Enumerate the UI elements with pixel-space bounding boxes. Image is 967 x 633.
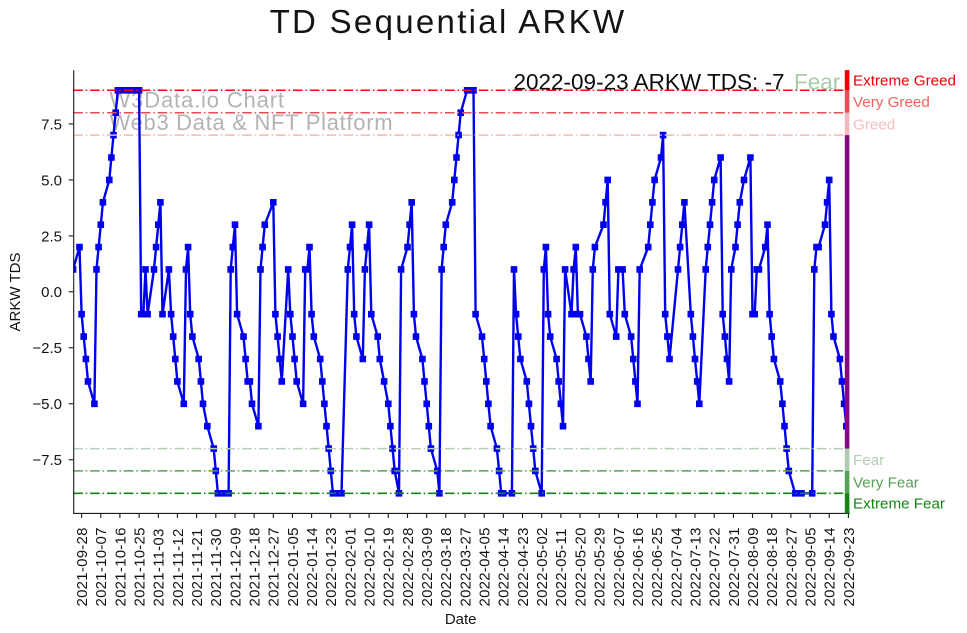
svg-text:Web3 Data & NFT Platform: Web3 Data & NFT Platform [110, 110, 394, 135]
svg-text:2021-10-07: 2021-10-07 [93, 527, 110, 606]
svg-text:2022-09-23: 2022-09-23 [841, 527, 858, 606]
svg-text:2021-12-18: 2021-12-18 [247, 527, 264, 606]
svg-text:2022-06-07: 2022-06-07 [611, 527, 628, 606]
svg-text:−5.0: −5.0 [32, 396, 62, 413]
svg-text:2022-07-31: 2022-07-31 [726, 527, 743, 606]
svg-text:2021-12-09: 2021-12-09 [227, 527, 244, 606]
svg-text:2022-04-05: 2022-04-05 [477, 527, 494, 606]
svg-text:Very Greed: Very Greed [853, 94, 930, 111]
svg-text:2022-08-18: 2022-08-18 [764, 527, 781, 606]
svg-text:2021-10-25: 2021-10-25 [132, 527, 149, 606]
svg-text:2021-10-16: 2021-10-16 [112, 527, 129, 606]
svg-text:2022-07-22: 2022-07-22 [707, 527, 724, 606]
svg-text:2022-05-11: 2022-05-11 [553, 528, 570, 606]
svg-text:2022-03-18: 2022-03-18 [438, 527, 455, 606]
svg-text:2022-06-16: 2022-06-16 [630, 527, 647, 606]
svg-text:TD Sequential ARKW: TD Sequential ARKW [270, 3, 627, 40]
svg-text:2022-01-05: 2022-01-05 [285, 527, 302, 606]
svg-text:Very Fear: Very Fear [853, 475, 919, 492]
svg-text:2022-03-09: 2022-03-09 [419, 527, 436, 606]
svg-text:2022-09-14: 2022-09-14 [822, 527, 839, 606]
svg-text:7.5: 7.5 [41, 116, 62, 133]
svg-text:2022-04-23: 2022-04-23 [515, 527, 532, 606]
svg-text:2022-02-10: 2022-02-10 [362, 527, 379, 606]
svg-text:5.0: 5.0 [41, 172, 62, 189]
svg-text:2022-02-01: 2022-02-01 [342, 527, 359, 606]
svg-text:Greed: Greed [853, 116, 895, 133]
svg-text:2022-05-20: 2022-05-20 [572, 527, 589, 606]
svg-text:2022-04-14: 2022-04-14 [496, 527, 513, 606]
svg-text:Fear: Fear [794, 70, 841, 95]
svg-text:2.5: 2.5 [41, 228, 62, 245]
svg-text:2021-09-28: 2021-09-28 [74, 527, 91, 606]
svg-text:Extreme Fear: Extreme Fear [853, 496, 945, 513]
svg-text:2022-07-04: 2022-07-04 [668, 527, 685, 606]
svg-text:2022-01-23: 2022-01-23 [323, 527, 340, 606]
svg-text:2021-12-27: 2021-12-27 [266, 527, 283, 606]
svg-text:2022-01-14: 2022-01-14 [304, 527, 321, 606]
svg-text:2022-02-28: 2022-02-28 [400, 527, 417, 606]
svg-text:2022-05-02: 2022-05-02 [534, 527, 551, 606]
svg-text:2022-06-25: 2022-06-25 [649, 527, 666, 606]
svg-text:2021-11-03: 2021-11-03 [151, 528, 168, 606]
svg-text:−7.5: −7.5 [32, 452, 62, 469]
svg-text:−2.5: −2.5 [32, 340, 62, 357]
svg-text:2021-11-21: 2021-11-21 [189, 528, 206, 606]
svg-text:ARKW TDS: ARKW TDS [7, 253, 24, 332]
svg-text:Extreme Greed: Extreme Greed [853, 73, 956, 90]
svg-text:Date: Date [445, 611, 477, 628]
svg-text:2022-07-13: 2022-07-13 [687, 527, 704, 606]
svg-text:2021-11-30: 2021-11-30 [208, 528, 225, 606]
svg-text:2022-09-23 ARKW TDS: -7: 2022-09-23 ARKW TDS: -7 [514, 70, 785, 95]
svg-text:Fear: Fear [853, 452, 884, 469]
svg-text:2022-02-19: 2022-02-19 [381, 527, 398, 606]
svg-text:2022-09-05: 2022-09-05 [803, 527, 820, 606]
svg-text:2022-08-09: 2022-08-09 [745, 527, 762, 606]
svg-text:2022-03-27: 2022-03-27 [457, 527, 474, 606]
svg-text:2022-08-27: 2022-08-27 [783, 527, 800, 606]
svg-text:2022-05-29: 2022-05-29 [592, 527, 609, 606]
svg-text:0.0: 0.0 [41, 284, 62, 301]
svg-text:2021-11-12: 2021-11-12 [170, 528, 187, 606]
